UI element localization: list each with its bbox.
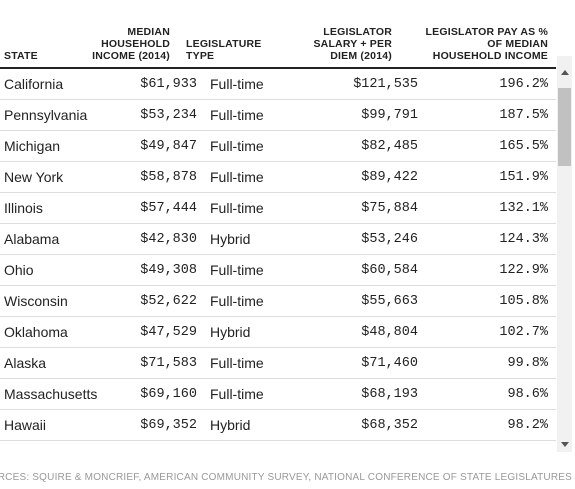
table-cell: $99,791: [361, 108, 418, 123]
table-cell: $68,193: [361, 387, 418, 402]
table-cell: Hawaii: [4, 417, 47, 433]
source-note: SOURCES: SQUIRE & MONCRIEF, AMERICAN COM…: [0, 472, 572, 483]
column-header: LEGISLATOR: [323, 26, 392, 38]
table-cell: $121,535: [353, 77, 418, 92]
column-header: HOUSEHOLD INCOME: [432, 50, 548, 62]
table-cell: New York: [4, 169, 64, 185]
table-cell: $71,583: [140, 356, 197, 371]
scroll-up[interactable]: [561, 70, 569, 75]
table-cell: 196.2%: [499, 77, 548, 92]
row-divider: [0, 347, 556, 348]
table-cell: $69,160: [140, 387, 197, 402]
table-cell: 165.5%: [499, 139, 548, 154]
row-divider: [0, 99, 556, 100]
table-cell: $68,352: [361, 418, 418, 433]
column-header: SALARY + PER: [313, 38, 392, 50]
column-header: MEDIAN: [127, 26, 170, 38]
table-cell: 98.2%: [507, 418, 548, 433]
column-header: INCOME (2014): [92, 50, 170, 62]
table-cell: Alabama: [4, 231, 60, 247]
table-cell: Full-time: [210, 262, 264, 278]
row-divider: [0, 378, 556, 379]
row-divider: [0, 316, 556, 317]
table-cell: Full-time: [210, 200, 264, 216]
row-divider: [0, 161, 556, 162]
table-cell: $52,622: [140, 294, 197, 309]
table-cell: 151.9%: [499, 170, 548, 185]
table-cell: Oklahoma: [4, 324, 68, 340]
table-cell: Wisconsin: [4, 293, 68, 309]
table-cell: $57,444: [140, 201, 197, 216]
table-cell: 99.8%: [507, 356, 548, 371]
table-cell: $55,663: [361, 294, 418, 309]
row-divider: [0, 192, 556, 193]
row-divider: [0, 409, 556, 410]
table-cell: Hybrid: [210, 231, 251, 247]
scroll-thumb[interactable]: [558, 88, 571, 166]
row-divider: [0, 223, 556, 224]
table-cell: $53,246: [361, 232, 418, 247]
table-cell: California: [4, 76, 64, 92]
table-cell: 132.1%: [499, 201, 548, 216]
table-cell: Hybrid: [210, 417, 251, 433]
table-cell: 98.6%: [507, 387, 548, 402]
table-cell: Michigan: [4, 138, 61, 154]
table-cell: $71,460: [361, 356, 418, 371]
table-cell: $49,847: [140, 139, 197, 154]
table-cell: $48,804: [361, 325, 418, 340]
row-divider: [0, 440, 556, 441]
table-cell: $60,584: [361, 263, 418, 278]
table-cell: 187.5%: [499, 108, 548, 123]
column-header: STATE: [4, 50, 38, 62]
table-cell: Hybrid: [210, 324, 251, 340]
table-cell: $75,884: [361, 201, 418, 216]
table-cell: Full-time: [210, 169, 264, 185]
table-cell: $61,933: [140, 77, 197, 92]
table-cell: $82,485: [361, 139, 418, 154]
table-cell: 122.9%: [499, 263, 548, 278]
table-cell: $89,422: [361, 170, 418, 185]
table-cell: Pennsylvania: [4, 107, 88, 123]
row-divider: [0, 254, 556, 255]
table-cell: Full-time: [210, 138, 264, 154]
column-header: LEGISLATURE: [186, 38, 262, 50]
table: STATE MEDIAN HOUSEHOLD INCOME (2014) LEGISLA…: [0, 26, 556, 441]
column-header: TYPE: [186, 50, 215, 62]
table-cell: $49,308: [140, 263, 197, 278]
table-cell: $42,830: [140, 232, 197, 247]
row-divider: [0, 130, 556, 131]
table-cell: Full-time: [210, 76, 264, 92]
table-cell: Alaska: [4, 355, 47, 371]
table-cell: Ohio: [4, 262, 34, 278]
table-cell: $47,529: [140, 325, 197, 340]
table-cell: $58,878: [140, 170, 197, 185]
table-cell: Full-time: [210, 293, 264, 309]
table-cell: $69,352: [140, 418, 197, 433]
table-cell: 124.3%: [499, 232, 548, 247]
table-cell: 105.8%: [499, 294, 548, 309]
row-divider: [0, 285, 556, 286]
scroll-down[interactable]: [561, 442, 569, 447]
table-cell: Full-time: [210, 355, 264, 371]
column-header: DIEM (2014): [330, 50, 392, 62]
table-cell: Massachusetts: [4, 386, 98, 402]
column-header: HOUSEHOLD: [101, 38, 170, 50]
scrollbar[interactable]: [557, 56, 572, 452]
table-cell: Illinois: [4, 200, 43, 216]
table-cell: $53,234: [140, 108, 197, 123]
table-cell: 102.7%: [499, 325, 548, 340]
table-cell: Full-time: [210, 386, 264, 402]
column-header: OF MEDIAN: [487, 38, 548, 50]
header-rule: [0, 67, 556, 69]
column-header: LEGISLATOR PAY AS %: [425, 26, 548, 38]
table-cell: Full-time: [210, 107, 264, 123]
